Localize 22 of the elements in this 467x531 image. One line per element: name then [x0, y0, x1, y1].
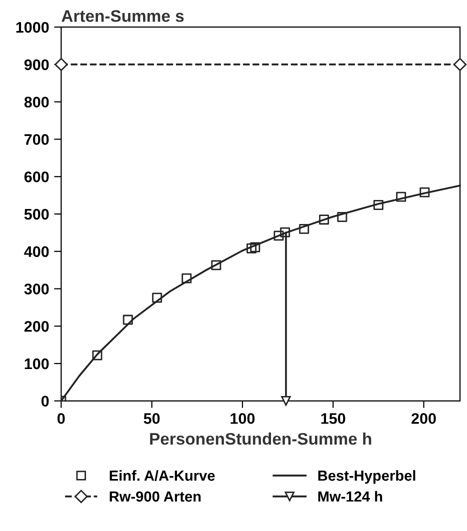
y-axis-title: Arten-Summe s [62, 10, 184, 22]
y-tick-label: 400 [24, 246, 49, 258]
legend-label: Mw-124 h [318, 490, 382, 502]
y-tick-label: 600 [24, 171, 49, 182]
x-tick-label: 0 [58, 413, 65, 424]
x-axis-title: PersonenStunden-Summe h [150, 432, 372, 445]
legend-label: Einf. A/A-Kurve [110, 470, 215, 481]
y-tick-label: 800 [24, 96, 49, 108]
legend-label: Best-Hyperbel [318, 470, 416, 484]
y-tick-label: 700 [24, 134, 49, 145]
y-tick-label: 200 [24, 321, 49, 332]
y-tick-label: 500 [24, 208, 49, 220]
y-tick-label: 1000 [16, 22, 49, 33]
y-tick-label: 300 [24, 284, 49, 294]
x-tick-label: 200 [412, 413, 436, 424]
y-tick-label: 100 [24, 358, 49, 370]
x-tick-label: 150 [321, 413, 346, 424]
x-tick-label: 50 [144, 413, 160, 424]
y-tick-label: 0 [41, 396, 49, 407]
x-tick-label: 100 [230, 413, 255, 424]
legend-label: Rw-900 Arten [110, 491, 201, 502]
y-tick-label: 900 [24, 59, 49, 70]
